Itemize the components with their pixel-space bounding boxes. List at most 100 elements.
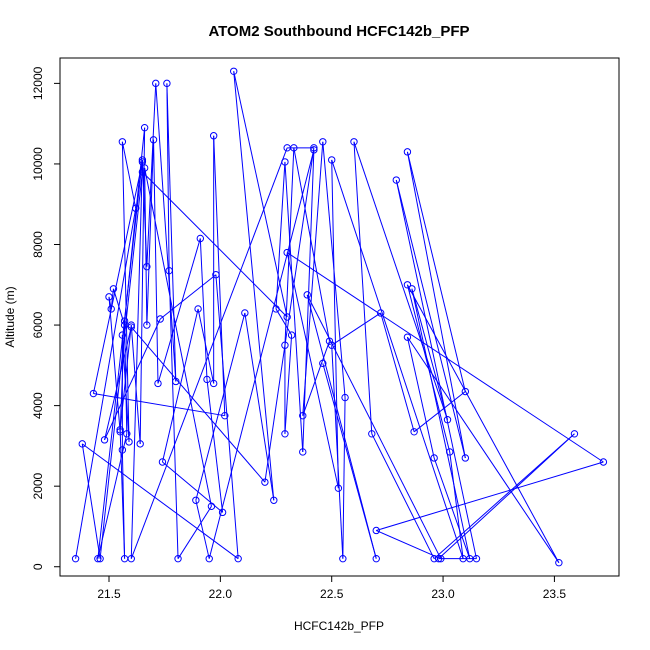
series-segment (161, 308, 199, 463)
y-tick-label: 10000 (31, 147, 45, 181)
y-tick-label: 4000 (31, 392, 45, 419)
series-segment (376, 530, 442, 560)
data-point (138, 156, 147, 164)
series-segment (275, 161, 286, 309)
series-segment (121, 141, 130, 442)
x-tick-label: 22.5 (320, 587, 344, 601)
series-segment (142, 171, 288, 318)
y-tick-label: 0 (31, 563, 45, 570)
series-segment (108, 296, 112, 310)
series-segment (244, 312, 275, 501)
series-segment (195, 500, 210, 559)
x-axis: 21.5 22.0 22.5 23.0 23.5 (97, 575, 566, 601)
data-point (138, 168, 147, 176)
data-point (96, 554, 104, 563)
data-point (127, 554, 135, 563)
series-segment (130, 147, 288, 559)
series-segment (380, 312, 415, 432)
x-tick-label: 21.5 (97, 587, 121, 601)
series-segment (406, 284, 451, 453)
x-tick-label: 23.0 (431, 587, 455, 601)
data-point (319, 138, 327, 146)
series-segment (146, 139, 155, 326)
data-point (207, 502, 216, 511)
series-segment (293, 147, 330, 342)
series-segment (157, 238, 201, 384)
series-segment (92, 161, 143, 394)
data-point (127, 323, 135, 331)
data-point (221, 411, 229, 420)
series-segment (395, 179, 477, 559)
series-segment (331, 159, 464, 559)
series-segment (406, 337, 435, 459)
data-point (310, 146, 318, 154)
data-point (377, 309, 385, 317)
data-point (120, 317, 129, 325)
data-point (209, 132, 218, 140)
series-segment (144, 167, 148, 326)
data-point (283, 313, 291, 321)
series-segment (306, 294, 377, 559)
series-segment (286, 252, 604, 463)
series-segment (353, 141, 373, 434)
data-point (461, 454, 470, 462)
series-segment (104, 326, 132, 440)
data-point (281, 158, 289, 166)
series-segment (215, 274, 239, 559)
y-tick-label: 6000 (31, 311, 45, 338)
series-segment (371, 433, 435, 559)
series-segment (322, 363, 377, 559)
series-segment (411, 288, 448, 420)
data-point (174, 554, 182, 563)
data-point (154, 379, 162, 388)
data-point (163, 79, 171, 88)
data-point (372, 554, 380, 563)
series-segment (130, 326, 266, 483)
series-lines (75, 71, 604, 563)
data-point (339, 554, 347, 563)
data-point (218, 508, 227, 517)
series-segment (124, 325, 128, 434)
data-point (71, 554, 80, 563)
data-point (89, 389, 98, 398)
data-point (116, 428, 124, 436)
data-point (299, 448, 307, 456)
series-segment (159, 274, 217, 320)
series-segment (121, 141, 137, 209)
series-segment (406, 151, 466, 392)
series-segment (206, 379, 224, 513)
data-point (109, 285, 118, 293)
series-segment (139, 127, 146, 444)
series-segment (233, 71, 288, 318)
data-point (459, 554, 467, 563)
data-point (196, 234, 205, 243)
data-point (172, 377, 180, 386)
series-segment (306, 294, 442, 559)
series-segment (166, 83, 170, 271)
data-point (100, 436, 109, 444)
data-point (372, 526, 380, 535)
data-point (281, 430, 289, 438)
data-point (158, 458, 167, 466)
series-segment (119, 429, 126, 559)
data-point (555, 559, 563, 567)
data-point (403, 148, 412, 156)
data-point (290, 144, 298, 152)
series-segment (286, 252, 339, 489)
data-point (570, 430, 579, 438)
series-segment (199, 238, 208, 380)
series-segment (284, 335, 293, 434)
data-point (328, 156, 336, 164)
data-point (143, 321, 151, 329)
data-point (120, 321, 129, 329)
series-segment (153, 139, 159, 384)
series-segment (331, 159, 339, 489)
data-point (205, 554, 213, 563)
data-point (319, 359, 327, 368)
data-point (152, 79, 160, 88)
series-segment (302, 341, 330, 416)
data-point (443, 416, 452, 424)
data-point (136, 440, 144, 448)
series-segment (99, 171, 143, 559)
